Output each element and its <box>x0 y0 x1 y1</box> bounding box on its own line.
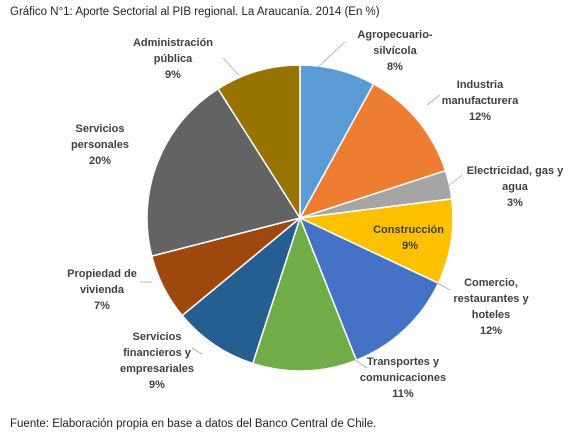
data-label-percent: 12% <box>469 111 491 123</box>
pie-slice-construccion <box>297 197 454 285</box>
data-label-percent: 3% <box>507 197 523 209</box>
data-label-transportes-y-comunicaciones: Transportes y comunicaciones 11% <box>360 356 446 400</box>
data-label-category: empresariales <box>120 363 194 375</box>
data-label-category: pública <box>154 53 193 65</box>
leader-line <box>317 41 346 68</box>
data-label-percent: 9% <box>165 69 181 81</box>
pie-slice-administracion-publica <box>216 64 301 221</box>
data-label-category: silvícola <box>373 45 417 57</box>
data-label-category: personales <box>71 139 129 151</box>
data-label-industria-manufacturera: Industria manufacturera 12% <box>442 79 519 123</box>
leader-line <box>191 347 203 355</box>
data-label-percent: 11% <box>392 388 414 400</box>
pie-slice-comercio-restaurantes-y-hoteles <box>298 216 440 362</box>
data-label-percent: 9% <box>402 240 418 252</box>
pie-slice-servicios-personales <box>146 87 302 257</box>
data-label-administracion-publica: Administración pública 9% <box>133 37 213 81</box>
data-label-category: financieros y <box>123 347 192 359</box>
data-label-servicios-personales: Servicios personales 20% <box>71 123 129 167</box>
data-label-category: Servicios <box>76 123 125 135</box>
leader-line <box>222 57 240 76</box>
data-label-category: hoteles <box>472 309 511 321</box>
data-label-percent: 12% <box>480 325 502 337</box>
pie-slice-industria-manufacturera <box>298 82 447 220</box>
data-label-category: Transportes y <box>367 356 440 368</box>
data-label-category: agua <box>502 181 529 193</box>
data-label-percent: 20% <box>89 155 111 167</box>
data-label-category: Administración <box>133 37 213 49</box>
data-label-construccion: Construcción 9% <box>373 224 444 252</box>
data-label-category: Construcción <box>373 224 444 236</box>
data-label-category: Servicios <box>133 331 182 343</box>
data-label-category: restaurantes y <box>453 293 529 305</box>
data-label-comercio-restaurantes-y-hoteles: Comercio, restaurantes y hoteles 12% <box>453 277 529 337</box>
data-label-category: comunicaciones <box>360 372 446 384</box>
leader-line <box>354 359 368 369</box>
data-label-category: Electricidad, gas y <box>467 165 564 177</box>
source-note: Fuente: Elaboración propia en base a dat… <box>10 418 377 430</box>
data-label-category: Agropecuario- <box>357 29 433 41</box>
data-label-category: Propiedad de <box>67 268 137 280</box>
data-label-agropecuario-silvicola: Agropecuario-silvícola 8% <box>357 29 433 73</box>
pie-slice-transportes-y-comunicaciones <box>251 215 358 372</box>
data-label-propiedad-de-vivienda: Propiedad de vivienda 7% <box>67 268 137 312</box>
data-label-percent: 9% <box>149 379 165 391</box>
data-label-category: Comercio, <box>464 277 518 289</box>
data-label-percent: 8% <box>387 61 403 73</box>
data-label-category: vivienda <box>80 284 125 296</box>
data-label-electricidad-gas-y-agua: Electricidad, gas y agua 3% <box>467 165 564 209</box>
pie-slice-servicios-financieros-y-empresariales <box>181 215 302 365</box>
data-label-category: manufacturera <box>442 95 519 107</box>
leader-line <box>426 94 441 106</box>
leader-line <box>445 174 463 189</box>
data-label-percent: 7% <box>94 300 110 312</box>
data-label-category: Industria <box>457 79 504 91</box>
chart-title: Gráfico N°1: Aporte Sectorial al PIB reg… <box>10 6 380 18</box>
data-label-servicios-financieros-y-empresariales: Servicios financieros y empresariales 9% <box>120 331 194 391</box>
leader-line <box>436 282 451 291</box>
